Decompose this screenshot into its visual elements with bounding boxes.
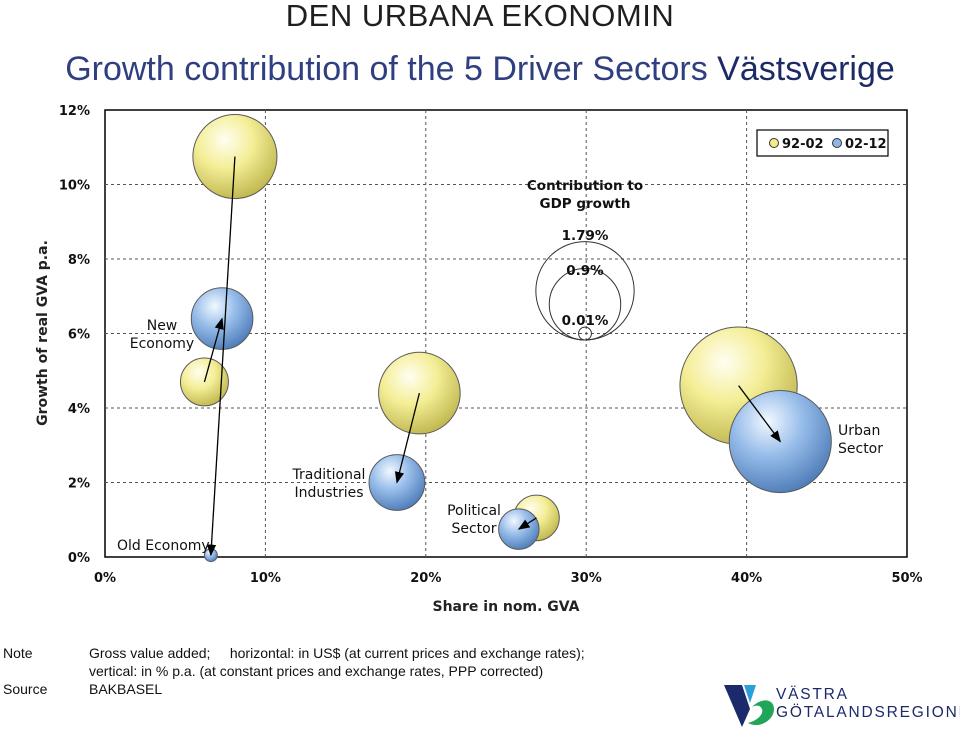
size-reference-label: 0.01%	[562, 313, 609, 329]
bubble-chart: 0% 10% 20% 30% 40% 50% 0% 2% 4% 6% 8% 10% 12% Old Ec…	[35, 104, 923, 615]
x-axis-title: Share in nom. GVA	[433, 599, 580, 615]
sector-label: Traditional	[292, 467, 366, 483]
change-arrow	[738, 385, 781, 443]
change-arrow	[394, 392, 421, 484]
sector-label-line-2: Sector	[838, 441, 883, 457]
vgr-logo-icon	[724, 685, 774, 727]
note-key: Note	[3, 645, 33, 661]
sector-label: New	[147, 318, 178, 334]
x-tick-label: 10%	[250, 571, 281, 586]
logo-line-2: GÖTALANDSREGIONEN	[776, 704, 960, 721]
size-reference-label: 0.9%	[566, 263, 604, 279]
x-tick-label: 50%	[891, 571, 922, 586]
y-axis-title: Growth of real GVA p.a.	[35, 240, 51, 426]
chart-subtitle: Growth contribution of the 5 Driver Sect…	[0, 50, 960, 89]
size-reference-circle	[578, 326, 592, 341]
y-tick-label: 0%	[68, 551, 90, 566]
x-tick-label: 40%	[731, 571, 762, 586]
y-tick-label: 10%	[59, 179, 90, 194]
y-tick-label: 12%	[59, 104, 90, 119]
x-tick-label: 30%	[571, 571, 602, 586]
legend-label: 92-02	[782, 137, 824, 152]
size-reference-title-line-2: GDP growth	[539, 196, 630, 212]
source-value: BAKBASEL	[89, 681, 163, 697]
logo-wordmark: VÄSTRA GÖTALANDSREGIONEN	[776, 686, 960, 722]
subtitle-main: Growth contribution of the 5 Driver Sect…	[65, 50, 708, 88]
sector-label: Old Economy	[117, 538, 210, 554]
size-reference-label: 1.79%	[562, 228, 609, 244]
legend-label: 02-12	[845, 137, 887, 152]
y-tick-label: 6%	[68, 328, 90, 343]
source-key: Source	[3, 681, 48, 697]
logo-line-1: VÄSTRA	[776, 686, 849, 703]
subtitle-region: Västsverige	[717, 50, 895, 88]
y-tick-label: 4%	[68, 402, 90, 417]
sector-label-line-2: Economy	[130, 336, 194, 352]
note-line-2: vertical: in % p.a. (at constant prices …	[89, 663, 544, 679]
x-tick-label: 0%	[94, 571, 116, 586]
page-title: DEN URBANA EKONOMIN	[285, 0, 675, 33]
sector-label-line-2: Industries	[294, 485, 363, 501]
sector-label: Political	[447, 503, 501, 519]
y-tick-label: 2%	[68, 477, 90, 492]
sector-label: Urban	[838, 423, 880, 439]
change-arrow	[517, 517, 537, 530]
x-tick-label: 20%	[410, 571, 441, 586]
legend-marker	[769, 138, 779, 148]
legend-marker	[832, 138, 842, 148]
sector-label-line-2: Sector	[451, 521, 496, 537]
note-line-1: Gross value added; horizontal: in US$ (a…	[89, 645, 585, 661]
bubble-02-12	[728, 389, 832, 494]
y-tick-label: 8%	[68, 253, 90, 268]
change-arrow	[206, 156, 236, 557]
size-reference-title: Contribution to	[527, 178, 643, 194]
change-arrow	[203, 317, 224, 383]
